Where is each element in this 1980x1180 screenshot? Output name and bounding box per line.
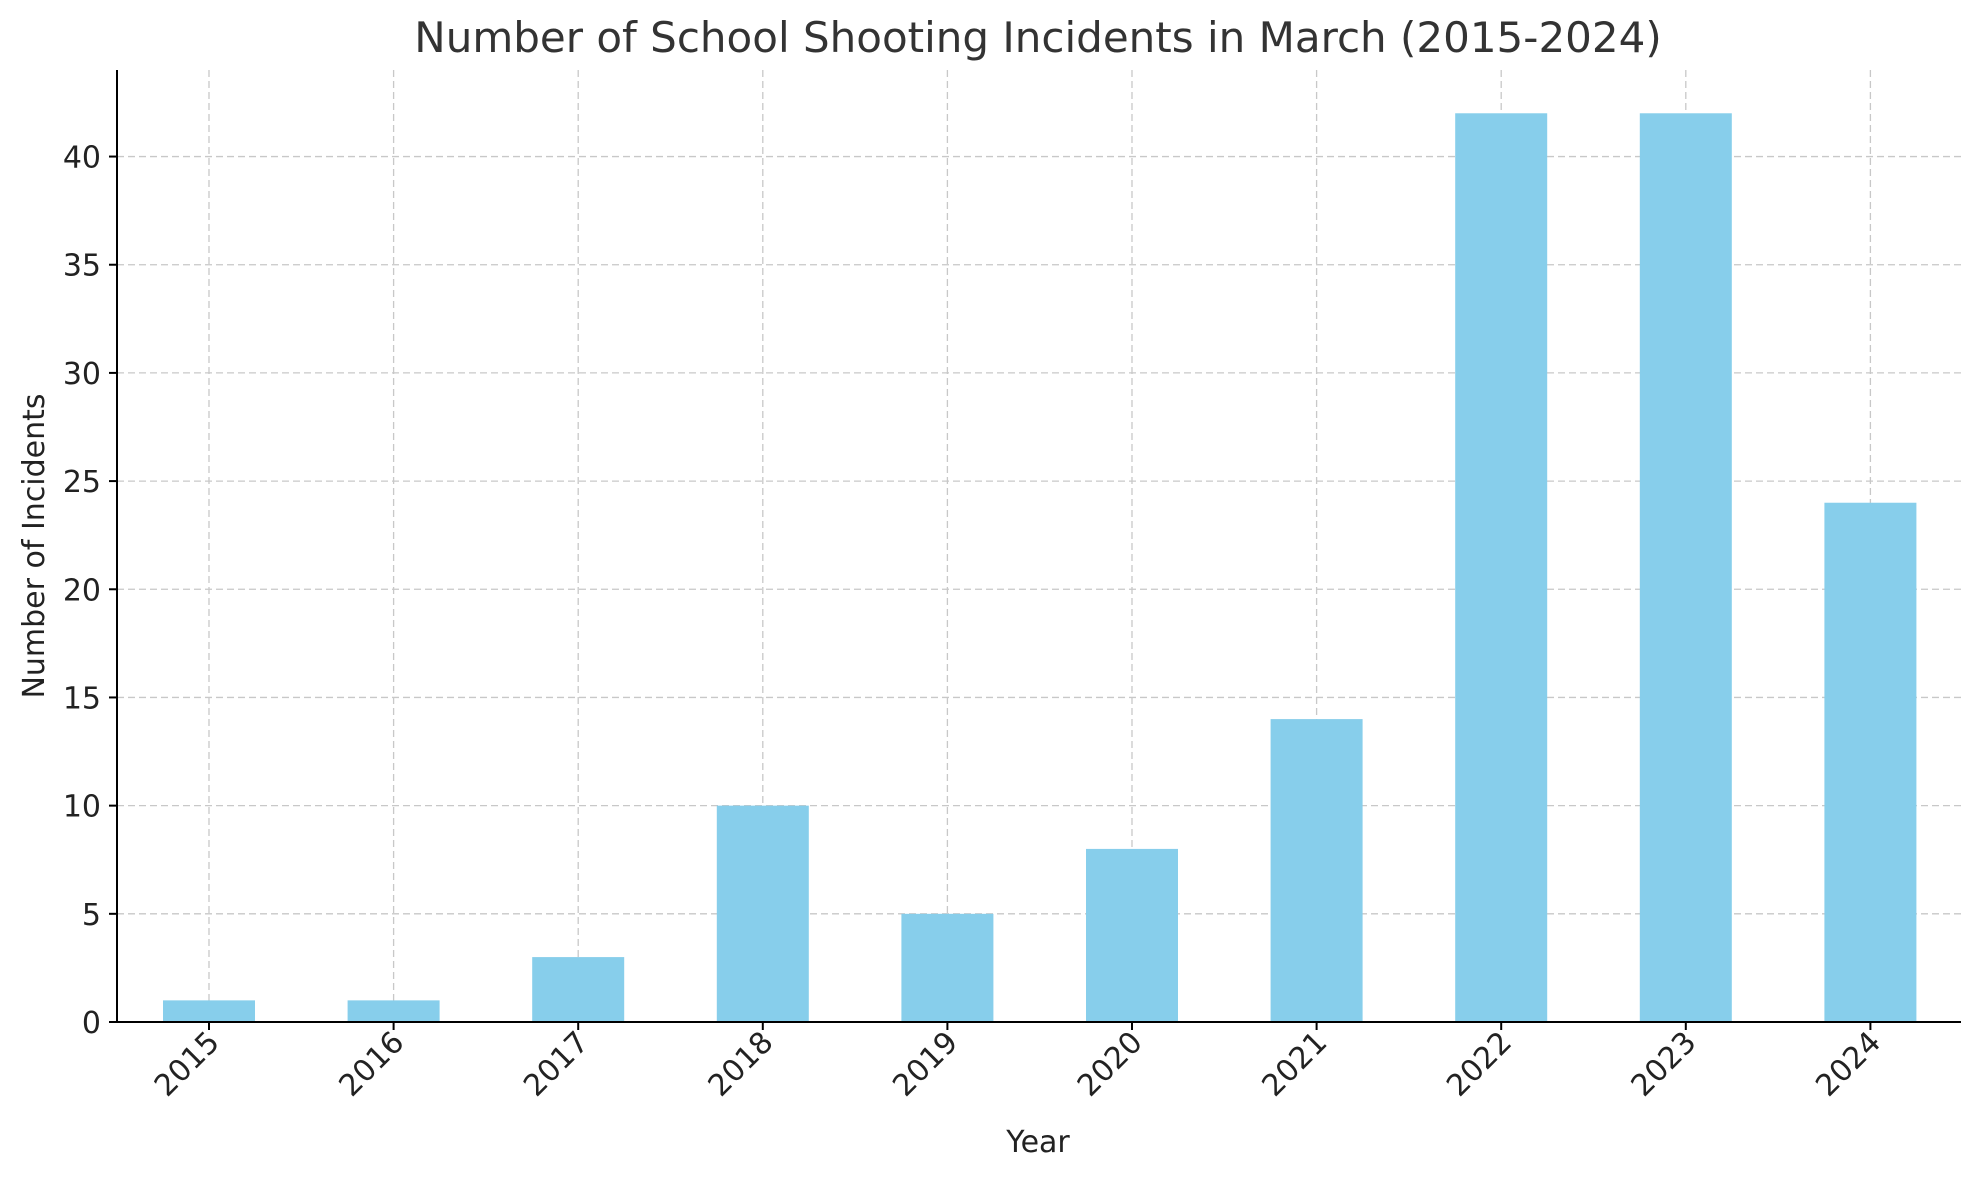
bar-2021 [1270,719,1363,1022]
bar-2022 [1455,113,1548,1023]
y-tick-label-15: 15 [63,681,101,716]
x-tick-label-2018: 2018 [702,1025,781,1104]
y-tick-label-5: 5 [82,898,101,933]
y-axis-ticks: 0 5 10 15 20 25 30 35 40 [63,141,117,1041]
y-tick-label-10: 10 [63,790,101,825]
y-tick-label-20: 20 [63,573,101,608]
bar-2015 [163,1000,255,1022]
x-axis-label: Year [1005,1125,1070,1160]
x-tick-label-2022: 2022 [1440,1025,1519,1104]
bar-2016 [347,1000,440,1022]
y-tick-label-35: 35 [63,249,101,284]
bars [163,113,1917,1023]
x-tick-label-2023: 2023 [1625,1025,1704,1104]
y-tick-label-0: 0 [82,1006,101,1041]
bar-2024 [1824,502,1917,1022]
x-tick-label-2019: 2019 [886,1025,965,1104]
x-tick-label-2020: 2020 [1071,1025,1150,1104]
x-tick-label-2017: 2017 [517,1025,596,1104]
bar-2023 [1639,113,1732,1023]
y-tick-label-30: 30 [63,357,101,392]
bar-2019 [901,913,994,1022]
x-tick-label-2015: 2015 [148,1025,227,1104]
x-axis-ticks: 2015 2016 2017 2018 2019 2020 2021 2022 2023 2024 [148,1022,1888,1104]
x-tick-label-2016: 2016 [333,1025,412,1104]
bar-2018 [716,805,809,1022]
y-tick-label-25: 25 [63,465,101,500]
x-tick-label-2024: 2024 [1809,1025,1888,1104]
chart-title: Number of School Shooting Incidents in M… [414,13,1661,62]
y-axis-label: Number of Incidents [17,393,52,698]
y-tick-label-40: 40 [63,141,101,176]
x-tick-label-2021: 2021 [1256,1025,1335,1104]
bar-2017 [532,957,625,1022]
bar-2020 [1086,848,1178,1022]
